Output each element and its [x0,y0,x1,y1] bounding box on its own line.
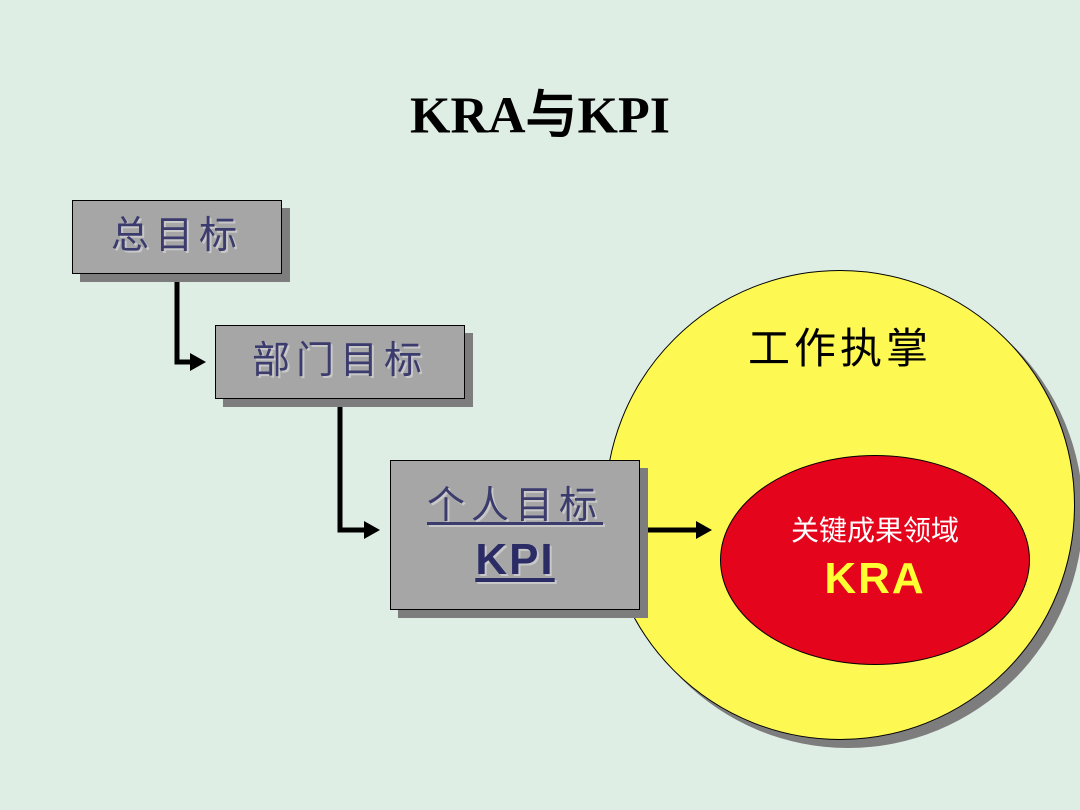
goal-box-goal_dept: 部门目标 [215,325,465,399]
goal-box-goal_total: 总目标 [72,200,282,274]
arrow-head-a2 [364,521,380,539]
goal-box-label: 总目标 [111,215,243,259]
kra-ellipse: 关键成果领域 KRA [720,455,1030,665]
goal-box-face: 总目标 [72,200,282,274]
goal-box-face: 个人目标 KPI [390,460,640,610]
diagram-title: KRA与KPI [410,73,670,148]
goal-box-sub: KPI [475,535,554,586]
arrow-line-a2 [340,407,364,530]
goal-box-goal_person: 个人目标 KPI [390,460,640,610]
arrow-line-a1 [177,282,190,362]
diagram-stage: KRA与KPI 工作执掌 关键成果领域 KRA 总目标部门目标个人目标 KPI [0,0,1080,810]
arrow-head-a1 [190,353,206,371]
scope-circle-label: 工作执掌 [748,326,932,374]
kra-ellipse-sub: KRA [824,554,925,605]
goal-box-label: 部门目标 [252,340,428,384]
kra-ellipse-label: 关键成果领域 [791,516,959,548]
goal-box-face: 部门目标 [215,325,465,399]
goal-box-label: 个人目标 [427,485,603,529]
